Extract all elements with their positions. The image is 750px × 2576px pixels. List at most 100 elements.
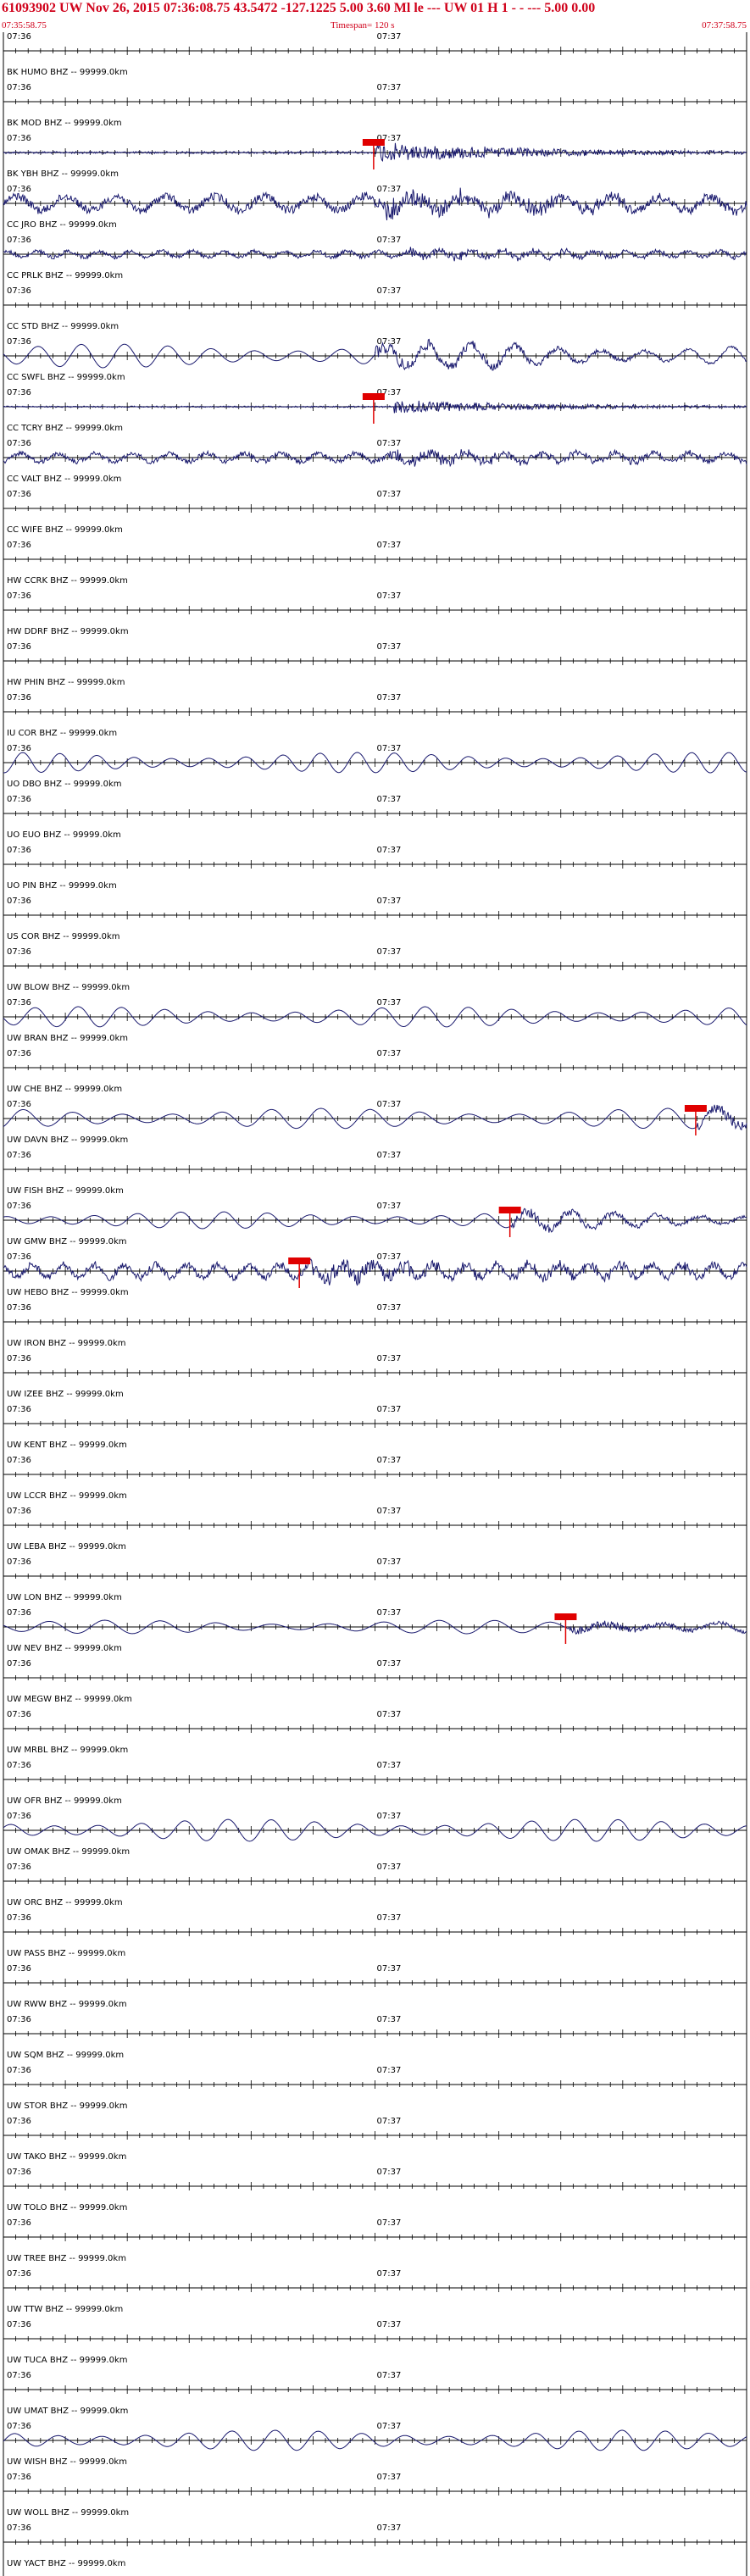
station-label: CC JRO BHZ -- 99999.0km xyxy=(7,220,117,230)
station-label: UW SQM BHZ -- 99999.0km xyxy=(7,2051,124,2060)
tick-label: 07:37 xyxy=(377,2422,402,2431)
tick-label: 07:37 xyxy=(377,591,402,601)
phase-pick-flag xyxy=(684,1105,707,1112)
tick-label: 07:36 xyxy=(7,2523,31,2533)
tick-label: 07:37 xyxy=(377,337,402,347)
trace-panel: 07:36 07:37 BK MOD BHZ -- 99999.0km xyxy=(3,83,747,128)
station-label: UW STOR BHZ -- 99999.0km xyxy=(7,2101,128,2111)
tick-label: 07:36 xyxy=(7,642,31,652)
tick-label: 07:37 xyxy=(377,1659,402,1668)
tick-label: 07:36 xyxy=(7,1608,31,1618)
station-label: UW PASS BHZ -- 99999.0km xyxy=(7,1949,125,1958)
tick-label: 07:36 xyxy=(7,1659,31,1668)
station-label: BK HUMO BHZ -- 99999.0km xyxy=(7,68,128,77)
station-label: UW CHE BHZ -- 99999.0km xyxy=(7,1085,122,1094)
waveform xyxy=(3,752,747,774)
tick-label: 07:37 xyxy=(377,1354,402,1363)
tick-label: 07:36 xyxy=(7,795,31,804)
trace-panel: 07:36 07:37 HW DDRF BHZ -- 99999.0km xyxy=(3,591,747,636)
trace-panel: 07:36 07:37 UW FISH BHZ -- 99999.0km xyxy=(3,1151,747,1196)
tick-label: 07:37 xyxy=(377,1100,402,1109)
trace-panel: 07:36 07:37 BK YBH BHZ -- 99999.0km xyxy=(3,134,747,179)
tick-label: 07:36 xyxy=(7,1913,31,1923)
station-label: UW KENT BHZ -- 99999.0km xyxy=(7,1441,127,1450)
tick-label: 07:37 xyxy=(377,744,402,753)
trace-panel: 07:36 07:37 UW OMAK BHZ -- 99999.0km xyxy=(3,1812,747,1857)
station-label: UW OMAK BHZ -- 99999.0km xyxy=(7,1847,130,1857)
station-label: UW IRON BHZ -- 99999.0km xyxy=(7,1339,126,1348)
trace-panel: 07:36 07:37 CC JRO BHZ -- 99999.0km xyxy=(3,185,747,230)
trace-panel: 07:36 07:37 UW BLOW BHZ -- 99999.0km xyxy=(3,947,747,992)
end-time: 07:37:58.75 xyxy=(702,20,747,31)
tick-label: 07:36 xyxy=(7,541,31,550)
station-label: CC TCRY BHZ -- 99999.0km xyxy=(7,424,123,433)
tick-label: 07:36 xyxy=(7,1710,31,1719)
tick-label: 07:37 xyxy=(377,998,402,1008)
station-label: UW OFR BHZ -- 99999.0km xyxy=(7,1796,122,1806)
station-label: UW NEV BHZ -- 99999.0km xyxy=(7,1644,122,1653)
tick-label: 07:36 xyxy=(7,388,31,397)
tick-label: 07:36 xyxy=(7,185,31,194)
tick-label: 07:36 xyxy=(7,2473,31,2482)
trace-panel: 07:36 07:37 UW UMAT BHZ -- 99999.0km xyxy=(3,2371,747,2416)
trace-panel: 07:36 07:37 IU COR BHZ -- 99999.0km xyxy=(3,693,747,738)
waveform xyxy=(3,1619,747,1635)
trace-panel: 07:36 07:37 UW BRAN BHZ -- 99999.0km xyxy=(3,998,747,1043)
tick-label: 07:36 xyxy=(7,1202,31,1211)
trace-panel: 07:36 07:37 UO EUO BHZ -- 99999.0km xyxy=(3,795,747,840)
tick-label: 07:37 xyxy=(377,2066,402,2075)
station-label: UW LCCR BHZ -- 99999.0km xyxy=(7,1491,127,1501)
tick-label: 07:37 xyxy=(377,2117,402,2126)
tick-label: 07:36 xyxy=(7,32,31,42)
phase-pick-flag xyxy=(288,1257,311,1264)
tick-label: 07:36 xyxy=(7,2422,31,2431)
tick-label: 07:37 xyxy=(377,541,402,550)
tick-label: 07:36 xyxy=(7,1812,31,1821)
tick-label: 07:36 xyxy=(7,1761,31,1770)
waveform xyxy=(3,187,747,221)
station-label: UW MRBL BHZ -- 99999.0km xyxy=(7,1746,128,1755)
tick-label: 07:37 xyxy=(377,1557,402,1567)
tick-label: 07:37 xyxy=(377,897,402,906)
tick-label: 07:37 xyxy=(377,1761,402,1770)
trace-panel: 07:36 07:37 UW NEV BHZ -- 99999.0km xyxy=(3,1608,747,1653)
station-label: UW UMAT BHZ -- 99999.0km xyxy=(7,2407,128,2416)
tick-label: 07:37 xyxy=(377,1049,402,1058)
tick-label: 07:37 xyxy=(377,947,402,957)
tick-label: 07:37 xyxy=(377,1863,402,1872)
tick-label: 07:36 xyxy=(7,591,31,601)
trace-panel: 07:36 07:37 UW LCCR BHZ -- 99999.0km xyxy=(3,1456,747,1501)
tick-label: 07:37 xyxy=(377,1913,402,1923)
tick-label: 07:37 xyxy=(377,2473,402,2482)
tick-label: 07:37 xyxy=(377,1964,402,1974)
station-label: UW TTW BHZ -- 99999.0km xyxy=(7,2305,123,2314)
trace-panel: 07:36 07:37 UW ORC BHZ -- 99999.0km xyxy=(3,1863,747,1907)
tick-label: 07:37 xyxy=(377,795,402,804)
start-time: 07:35:58.75 xyxy=(2,20,47,31)
trace-panel: 07:36 07:37 UW IZEE BHZ -- 99999.0km xyxy=(3,1354,747,1399)
tick-label: 07:37 xyxy=(377,2168,402,2177)
trace-panel: 07:36 07:37 CC VALT BHZ -- 99999.0km xyxy=(3,439,747,484)
tick-label: 07:37 xyxy=(377,2015,402,2024)
tick-label: 07:36 xyxy=(7,1252,31,1262)
plot-header: 61093902 UW Nov 26, 2015 07:36:08.75 43.… xyxy=(0,0,750,34)
tick-label: 07:36 xyxy=(7,693,31,702)
tick-label: 07:36 xyxy=(7,134,31,143)
station-label: UW BLOW BHZ -- 99999.0km xyxy=(7,983,130,992)
trace-panel: 07:36 07:37 UW GMW BHZ -- 99999.0km xyxy=(3,1202,747,1246)
trace-panel: 07:36 07:37 UW STOR BHZ -- 99999.0km xyxy=(3,2066,747,2111)
tick-label: 07:36 xyxy=(7,490,31,499)
trace-panel: 07:36 07:37 CC SWFL BHZ -- 99999.0km xyxy=(3,337,747,382)
station-label: CC VALT BHZ -- 99999.0km xyxy=(7,475,121,484)
trace-panel: 07:36 07:37 BK HUMO BHZ -- 99999.0km xyxy=(3,32,747,77)
tick-label: 07:37 xyxy=(377,846,402,855)
station-label: BK YBH BHZ -- 99999.0km xyxy=(7,169,119,179)
station-label: UW YACT BHZ -- 99999.0km xyxy=(7,2559,125,2568)
tick-label: 07:36 xyxy=(7,1049,31,1058)
tick-label: 07:36 xyxy=(7,846,31,855)
station-label: BK MOD BHZ -- 99999.0km xyxy=(7,119,122,128)
tick-label: 07:36 xyxy=(7,439,31,448)
tick-label: 07:36 xyxy=(7,998,31,1008)
tick-label: 07:37 xyxy=(377,2320,402,2329)
